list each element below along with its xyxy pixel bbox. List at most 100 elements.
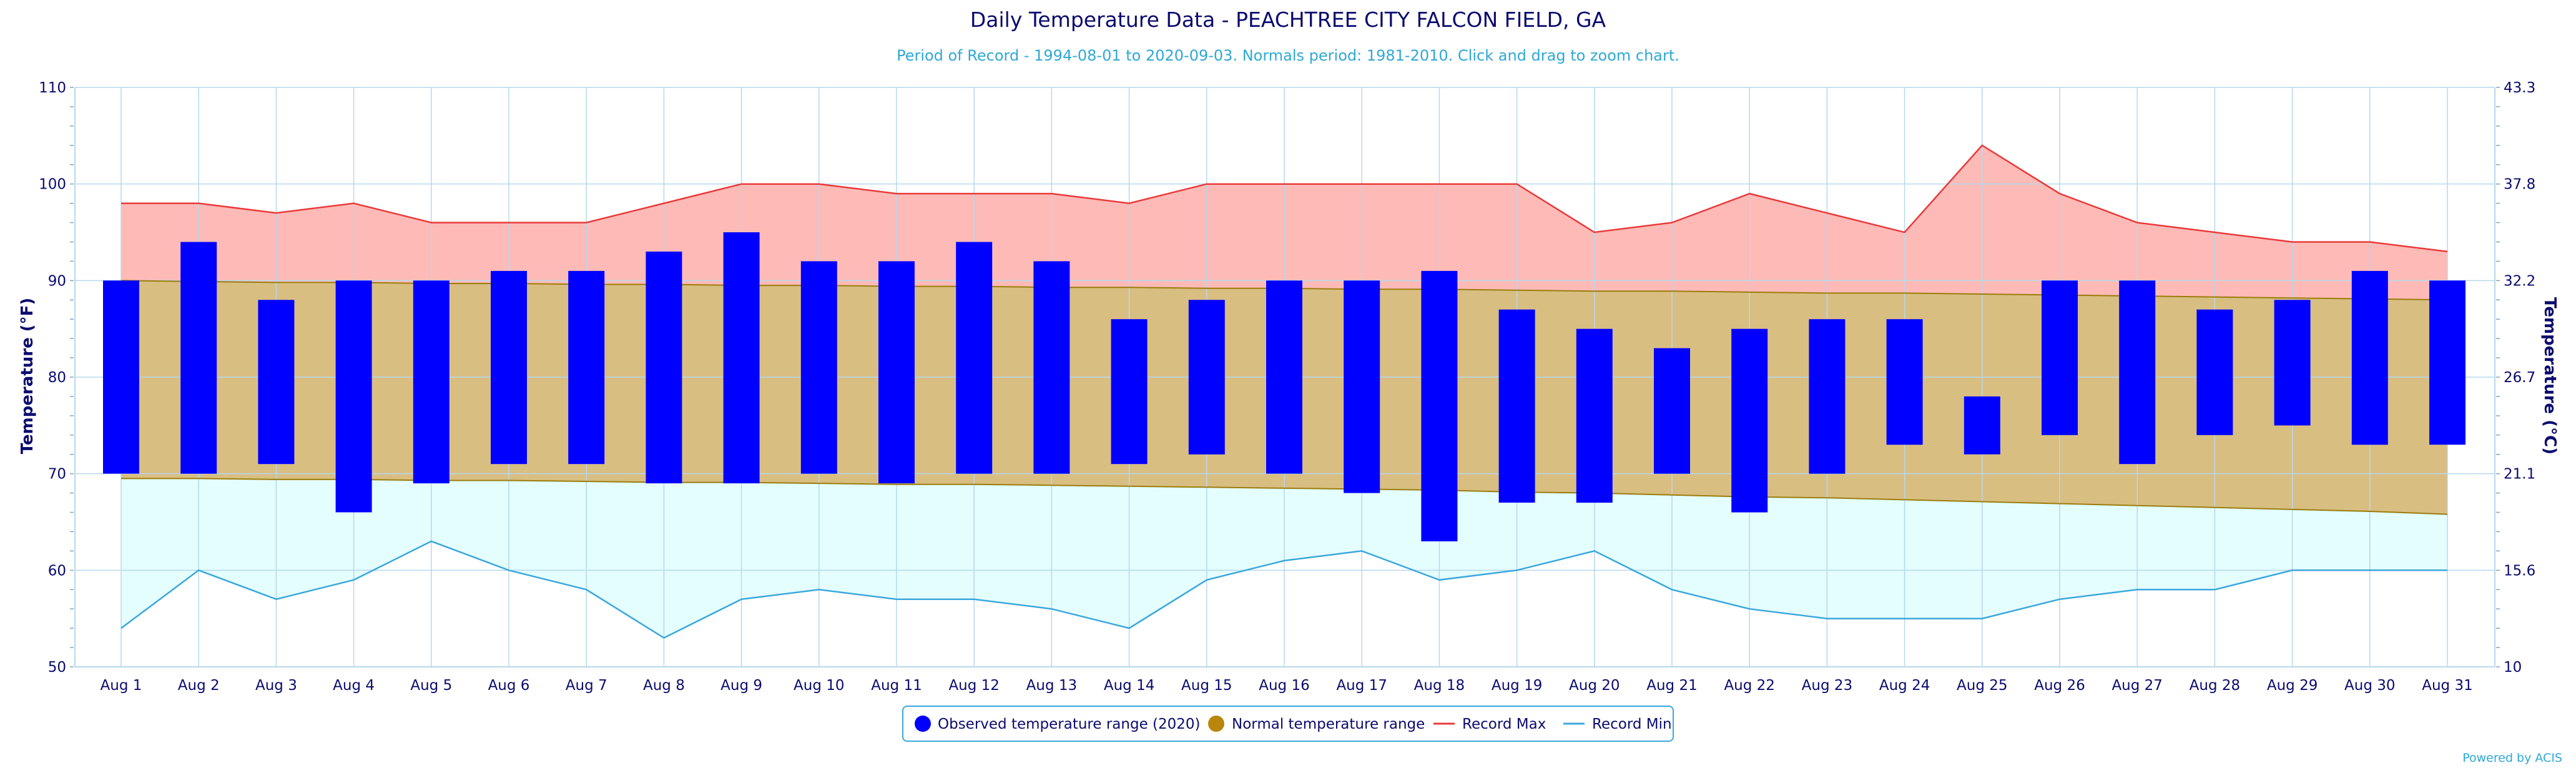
observed-bar[interactable] bbox=[2042, 280, 2078, 435]
observed-bar[interactable] bbox=[258, 300, 295, 465]
legend-item-normal[interactable]: Normal temperature range bbox=[1208, 716, 1425, 732]
y-tick-label-left: 110 bbox=[39, 80, 66, 96]
credit-link[interactable]: Powered by ACIS bbox=[2462, 751, 2562, 765]
legend[interactable]: Observed temperature range (2020) Normal… bbox=[902, 706, 1674, 742]
observed-bar[interactable] bbox=[2429, 280, 2465, 445]
observed-bar[interactable] bbox=[1266, 280, 1302, 474]
chart-subtitle: Period of Record - 1994-08-01 to 2020-09… bbox=[897, 47, 1679, 64]
legend-item-record-min[interactable]: Record Min bbox=[1563, 716, 1672, 732]
x-tick-label: Aug 12 bbox=[948, 677, 1000, 694]
x-tick-label: Aug 19 bbox=[1492, 677, 1543, 694]
y-tick-label-left: 80 bbox=[48, 370, 66, 386]
y-tick-label-left: 100 bbox=[39, 177, 66, 193]
chart-title: Daily Temperature Data - PEACHTREE CITY … bbox=[970, 7, 1606, 32]
record-min-line bbox=[120, 540, 2447, 639]
observed-bar[interactable] bbox=[103, 280, 139, 474]
x-tick-label: Aug 7 bbox=[566, 677, 607, 694]
y-tick-label-left: 60 bbox=[48, 563, 66, 579]
legend-record-min-label: Record Min bbox=[1592, 716, 1672, 732]
observed-bar[interactable] bbox=[1498, 309, 1535, 503]
observed-bar[interactable] bbox=[723, 232, 760, 484]
y-tick-label-right: 26.7 bbox=[2504, 370, 2535, 386]
x-tick-label: Aug 11 bbox=[871, 677, 922, 694]
x-tick-label: Aug 10 bbox=[794, 677, 845, 694]
observed-bar[interactable] bbox=[1421, 270, 1458, 541]
x-tick-label: Aug 2 bbox=[178, 677, 220, 694]
x-tick-label: Aug 20 bbox=[1569, 677, 1620, 694]
normal-low-line bbox=[121, 478, 2448, 515]
y-tick-label-left: 90 bbox=[48, 273, 66, 289]
observed-bar[interactable] bbox=[1654, 348, 1690, 474]
observed-bar[interactable] bbox=[1809, 319, 1846, 474]
observed-bar[interactable] bbox=[1731, 328, 1768, 513]
x-tick-label: Aug 4 bbox=[333, 677, 375, 694]
observed-bar[interactable] bbox=[2351, 270, 2388, 445]
observed-bar[interactable] bbox=[1033, 261, 1070, 474]
y-tick-label-right: 43.3 bbox=[2504, 80, 2535, 96]
x-tick-label: Aug 6 bbox=[488, 677, 530, 694]
y-axis-left-title: Temperature (°F) bbox=[18, 298, 37, 455]
observed-bar[interactable] bbox=[956, 242, 993, 474]
legend-observed-marker bbox=[915, 716, 931, 732]
y-axis-right-ticks: 10 15.6 21.1 26.7 32.2 37.8 43.3 bbox=[2504, 80, 2535, 676]
x-tick-label: Aug 9 bbox=[720, 677, 762, 694]
observed-bar[interactable] bbox=[878, 261, 915, 484]
y-tick-label-right: 37.8 bbox=[2504, 177, 2535, 193]
y-tick-label-right: 15.6 bbox=[2504, 563, 2535, 579]
legend-record-max-label: Record Max bbox=[1462, 716, 1546, 732]
x-tick-label: Aug 17 bbox=[1336, 677, 1387, 694]
observed-bar[interactable] bbox=[1886, 319, 1923, 445]
legend-observed-label: Observed temperature range (2020) bbox=[938, 716, 1201, 732]
observed-bar[interactable] bbox=[2196, 309, 2233, 435]
x-axis-ticks: Aug 1 Aug 2 Aug 3 Aug 4 Aug 5 Aug 6 Aug 7 Aug 8… bbox=[101, 677, 2473, 694]
observed-bar[interactable] bbox=[1111, 319, 1148, 465]
x-tick-label: Aug 13 bbox=[1026, 677, 1078, 694]
x-tick-label: Aug 24 bbox=[1879, 677, 1930, 694]
y-tick-label-left: 70 bbox=[48, 466, 66, 483]
observed-bars[interactable] bbox=[103, 232, 2465, 541]
y-axis-right-title: Temperature (°C) bbox=[2540, 297, 2559, 455]
observed-bar[interactable] bbox=[1344, 280, 1380, 493]
observed-bar[interactable] bbox=[180, 242, 217, 474]
x-tick-label: Aug 22 bbox=[1724, 677, 1775, 694]
legend-normal-label: Normal temperature range bbox=[1232, 716, 1425, 732]
observed-bar[interactable] bbox=[568, 270, 605, 465]
y-tick-label-left: 50 bbox=[48, 659, 66, 676]
observed-bar[interactable] bbox=[800, 261, 837, 474]
record-max-line bbox=[121, 144, 2448, 253]
observed-bar[interactable] bbox=[1188, 300, 1225, 455]
y-axis-left-ticks: 50 60 70 80 90 100 110 bbox=[39, 80, 66, 676]
x-tick-label: Aug 3 bbox=[255, 677, 297, 694]
x-tick-label: Aug 27 bbox=[2111, 677, 2163, 694]
observed-bar[interactable] bbox=[2274, 300, 2311, 426]
y-tick-label-right: 32.2 bbox=[2504, 273, 2535, 289]
x-tick-label: Aug 15 bbox=[1181, 677, 1232, 694]
observed-bar[interactable] bbox=[646, 251, 682, 484]
legend-item-observed[interactable]: Observed temperature range (2020) bbox=[915, 716, 1201, 732]
x-tick-label: Aug 8 bbox=[643, 677, 685, 694]
legend-normal-marker bbox=[1208, 716, 1224, 732]
observed-bar[interactable] bbox=[1576, 328, 1613, 503]
x-tick-label: Aug 23 bbox=[1802, 677, 1853, 694]
legend-item-record-max[interactable]: Record Max bbox=[1433, 716, 1546, 732]
x-tick-label: Aug 28 bbox=[2190, 677, 2241, 694]
x-tick-label: Aug 5 bbox=[410, 677, 452, 694]
observed-bar[interactable] bbox=[335, 280, 372, 513]
x-tick-label: Aug 14 bbox=[1104, 677, 1155, 694]
x-tick-label: Aug 21 bbox=[1646, 677, 1698, 694]
x-tick-label: Aug 26 bbox=[2034, 677, 2085, 694]
observed-bar[interactable] bbox=[491, 270, 527, 465]
x-tick-label: Aug 31 bbox=[2422, 677, 2473, 694]
observed-bar[interactable] bbox=[413, 280, 450, 484]
y-tick-label-right: 10 bbox=[2504, 659, 2522, 676]
x-tick-label: Aug 29 bbox=[2267, 677, 2318, 694]
y-tick-label-right: 21.1 bbox=[2504, 466, 2535, 483]
axes bbox=[70, 87, 2500, 667]
legend-box bbox=[902, 706, 1674, 742]
x-tick-label: Aug 16 bbox=[1259, 677, 1310, 694]
x-tick-label: Aug 18 bbox=[1414, 677, 1465, 694]
observed-bar[interactable] bbox=[2119, 280, 2156, 465]
x-tick-label: Aug 30 bbox=[2344, 677, 2396, 694]
observed-bar[interactable] bbox=[1964, 396, 2000, 455]
